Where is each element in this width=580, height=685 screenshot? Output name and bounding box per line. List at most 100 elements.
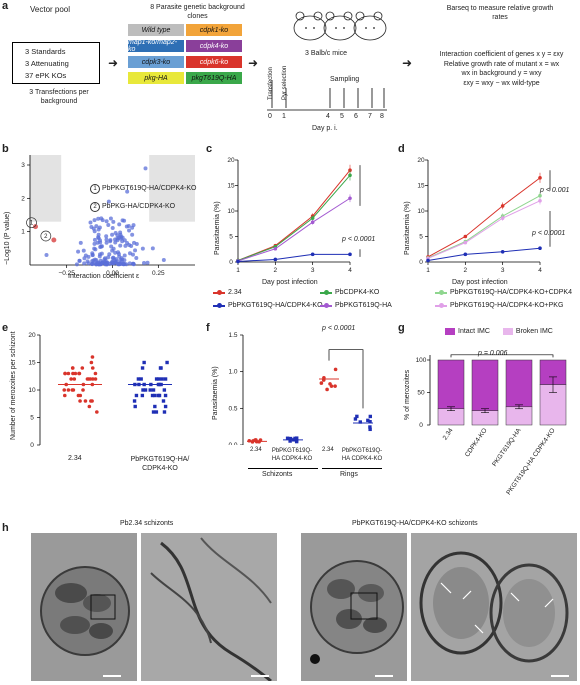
panel-f-group-2: Rings — [340, 471, 358, 478]
legend-entry: PbPKGT619Q-HA/CDPK4-KO+CDPK4 — [435, 289, 572, 296]
panel-b-xlabel: Interaction coefficient ε — [68, 273, 140, 280]
legend-num: 1 — [90, 184, 100, 194]
data-point — [110, 225, 115, 230]
legend-text: Broken IMC — [515, 328, 553, 335]
barseq-text: Interaction coefficient of genes x y = ε… — [424, 50, 579, 88]
legend-entry: 2.34 — [213, 289, 242, 296]
panel-e-label: e — [2, 322, 9, 334]
legend-marker — [217, 302, 222, 308]
y-tick-label: 20 — [417, 157, 425, 164]
vector-pool-line: 3 Standards — [25, 47, 66, 56]
legend-swatch — [435, 302, 447, 308]
legend-swatch — [502, 328, 513, 335]
panel-e-ylabel: Number of merozoites per schizont — [10, 331, 17, 440]
data-point — [153, 404, 157, 409]
y-tick-label: 3 — [21, 162, 25, 169]
legend-entry: 1 PbPKGT619Q-HA/CDPK4-KO — [90, 180, 196, 198]
em-micrograph-wt-overview — [30, 532, 138, 682]
clone-chip: map1-ko/map2-ko — [128, 39, 184, 53]
bar-intact — [471, 359, 499, 411]
x-tick-label: 4 — [538, 267, 542, 274]
data-point — [133, 248, 138, 253]
panel-g-pvalue: p = 0.006 — [478, 350, 508, 357]
y-tick-label: 15 — [28, 360, 36, 367]
data-point — [163, 377, 168, 381]
data-point — [117, 222, 122, 227]
panel-h-label: h — [2, 522, 9, 534]
data-point — [93, 377, 98, 381]
series-line — [237, 253, 350, 262]
data-point — [538, 193, 542, 198]
data-point — [163, 393, 168, 398]
data-point — [94, 258, 99, 263]
highlight-number: 1 — [30, 221, 34, 227]
panel-b-legend: 1 PbPKGT619Q-HA/CDPK4-KO 2 PbPKG-HA/CDPK… — [90, 180, 196, 216]
data-point — [163, 404, 168, 409]
data-point — [81, 248, 86, 253]
data-point — [143, 166, 148, 171]
y-tick-label: 50 — [417, 390, 425, 397]
panel-b-label: b — [2, 143, 9, 155]
legend-marker — [439, 302, 444, 308]
data-point — [110, 232, 115, 237]
data-point — [132, 399, 137, 403]
legend-marker — [217, 289, 222, 295]
data-point — [294, 439, 299, 444]
series-line — [237, 197, 351, 262]
data-point — [95, 410, 99, 414]
data-point — [140, 393, 145, 398]
legend-text: PbPKGT619Q-HA/CDPK4-KO — [101, 185, 197, 192]
arrow-icon: ➜ — [402, 56, 413, 70]
bar-intact — [437, 359, 465, 409]
data-point — [353, 417, 358, 421]
highlighted-point — [33, 224, 38, 230]
data-point — [99, 216, 104, 221]
data-point — [288, 439, 292, 443]
y-tick-label: 0.5 — [228, 405, 237, 412]
data-point — [273, 246, 278, 251]
y-tick-label: 100 — [416, 357, 427, 364]
timeline-tick: 7 — [368, 113, 372, 120]
data-point — [76, 393, 81, 398]
interaction-line: Interaction coefficient of genes x y = ε… — [439, 51, 564, 58]
data-point — [121, 262, 126, 267]
data-point — [98, 240, 103, 245]
panel-g-label: g — [398, 322, 405, 334]
data-point — [358, 420, 362, 424]
timeline-tick: 4 — [326, 113, 330, 120]
series-line — [237, 169, 351, 261]
data-point — [44, 253, 49, 257]
data-point — [96, 232, 101, 237]
clone-chip: Wild type — [128, 24, 184, 36]
data-point — [151, 388, 156, 392]
data-point — [106, 255, 111, 260]
data-point — [127, 228, 132, 233]
data-point — [132, 240, 137, 245]
timeline-tick: 1 — [282, 113, 286, 120]
data-point — [130, 225, 135, 230]
vector-pool-line: 37 ePK KOs — [25, 71, 67, 80]
x-tick-label: 4 — [348, 267, 352, 274]
data-point — [325, 387, 329, 392]
data-point — [108, 216, 113, 221]
timeline-tick: 0 — [268, 113, 272, 120]
panel-d-xlabel: Day post infection — [452, 279, 508, 286]
bar-broken — [505, 406, 533, 426]
data-point — [71, 371, 75, 376]
shaded-region — [149, 155, 195, 222]
x-tick-label: 2 — [274, 267, 278, 274]
data-point — [160, 377, 164, 381]
x-tick-label: 3 — [501, 267, 505, 274]
timeline-tick: 5 — [340, 113, 344, 120]
data-point — [92, 237, 97, 242]
data-point — [348, 252, 352, 257]
panel-d-pvalue-1: p < 0.001 — [540, 187, 570, 194]
panel-f-tick-3: 2.34 — [322, 447, 334, 453]
data-point — [113, 237, 118, 242]
legend-marker — [439, 289, 444, 295]
data-point — [355, 414, 359, 419]
y-tick-label: 2 — [21, 195, 25, 202]
data-point — [134, 256, 139, 261]
data-point — [162, 410, 167, 414]
